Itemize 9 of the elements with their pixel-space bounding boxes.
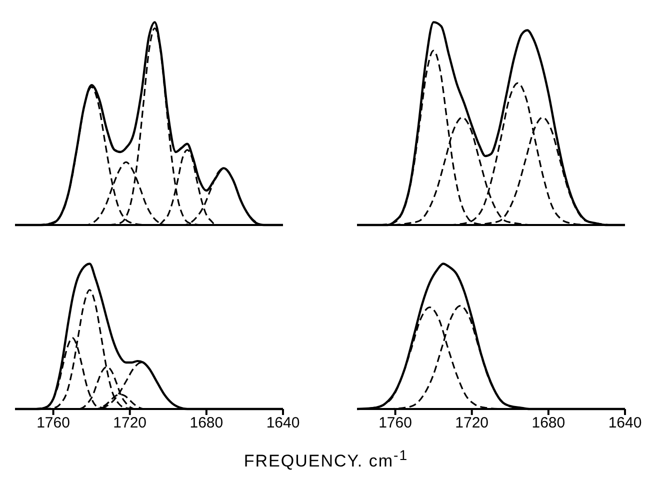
x-axis-title: FREQUENCY. cm$^{-1}$: [242, 448, 410, 472]
x-tick-label: 1720: [455, 414, 489, 432]
x-tick-label: 1760: [378, 414, 412, 432]
x-tick-label: 1680: [190, 414, 224, 432]
x-tick-label: 1760: [36, 414, 70, 432]
x-tick-label: 1640: [266, 414, 300, 432]
x-tick-label: 1640: [608, 414, 642, 432]
x-tick-label: 1720: [113, 414, 147, 432]
x-tick-label: 1680: [532, 414, 566, 432]
